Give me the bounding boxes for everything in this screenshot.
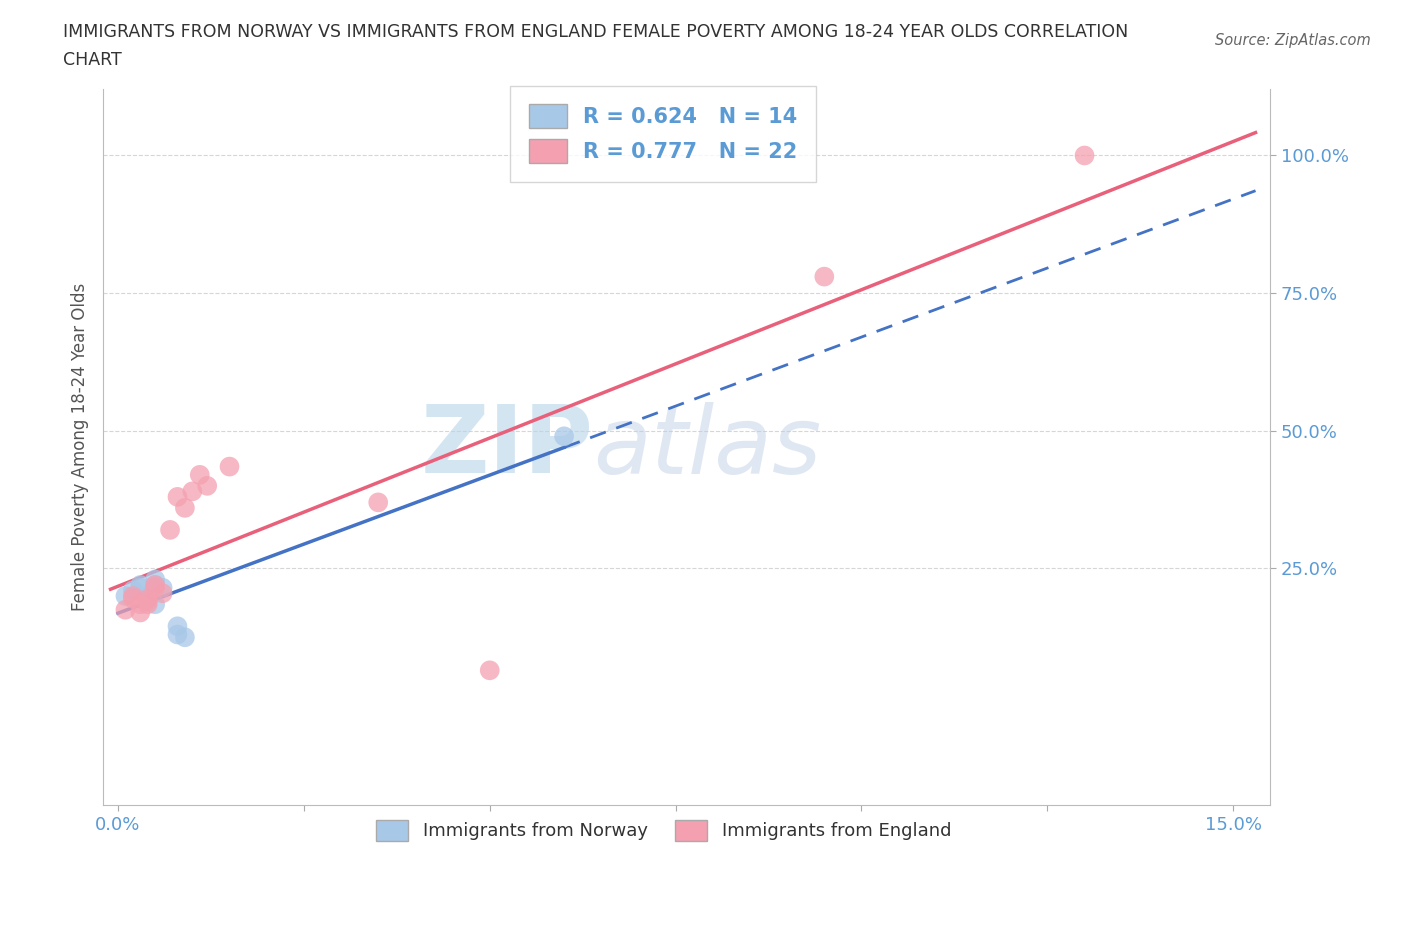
Point — [136, 591, 159, 606]
Point — [143, 597, 166, 612]
Point — [129, 597, 152, 612]
Text: ZIP: ZIP — [420, 402, 593, 493]
Legend: Immigrants from Norway, Immigrants from England: Immigrants from Norway, Immigrants from … — [367, 811, 960, 850]
Point — [136, 597, 159, 612]
Text: CHART: CHART — [63, 51, 122, 69]
Point — [1073, 148, 1095, 163]
Point — [174, 630, 197, 644]
Point — [136, 594, 159, 609]
Point — [152, 580, 174, 595]
Point — [143, 578, 166, 592]
Point — [195, 478, 218, 493]
Point — [143, 572, 166, 587]
Point — [813, 269, 835, 284]
Point — [122, 591, 145, 606]
Point — [553, 429, 575, 444]
Point — [122, 583, 145, 598]
Point — [143, 578, 166, 592]
Point — [129, 605, 152, 620]
Point — [152, 586, 174, 601]
Point — [114, 603, 136, 618]
Point — [136, 591, 159, 606]
Point — [181, 484, 204, 498]
Point — [143, 580, 166, 595]
Y-axis label: Female Poverty Among 18-24 Year Olds: Female Poverty Among 18-24 Year Olds — [72, 284, 89, 611]
Point — [166, 489, 188, 504]
Point — [136, 589, 159, 604]
Text: Source: ZipAtlas.com: Source: ZipAtlas.com — [1215, 33, 1371, 47]
Point — [218, 459, 240, 474]
Point — [166, 627, 188, 642]
Point — [159, 523, 181, 538]
Point — [188, 468, 211, 483]
Point — [174, 500, 197, 515]
Point — [122, 589, 145, 604]
Text: atlas: atlas — [593, 402, 821, 493]
Point — [129, 580, 152, 595]
Point — [166, 618, 188, 633]
Point — [367, 495, 389, 510]
Point — [114, 589, 136, 604]
Point — [478, 663, 501, 678]
Point — [129, 578, 152, 592]
Text: IMMIGRANTS FROM NORWAY VS IMMIGRANTS FROM ENGLAND FEMALE POVERTY AMONG 18-24 YEA: IMMIGRANTS FROM NORWAY VS IMMIGRANTS FRO… — [63, 23, 1129, 41]
